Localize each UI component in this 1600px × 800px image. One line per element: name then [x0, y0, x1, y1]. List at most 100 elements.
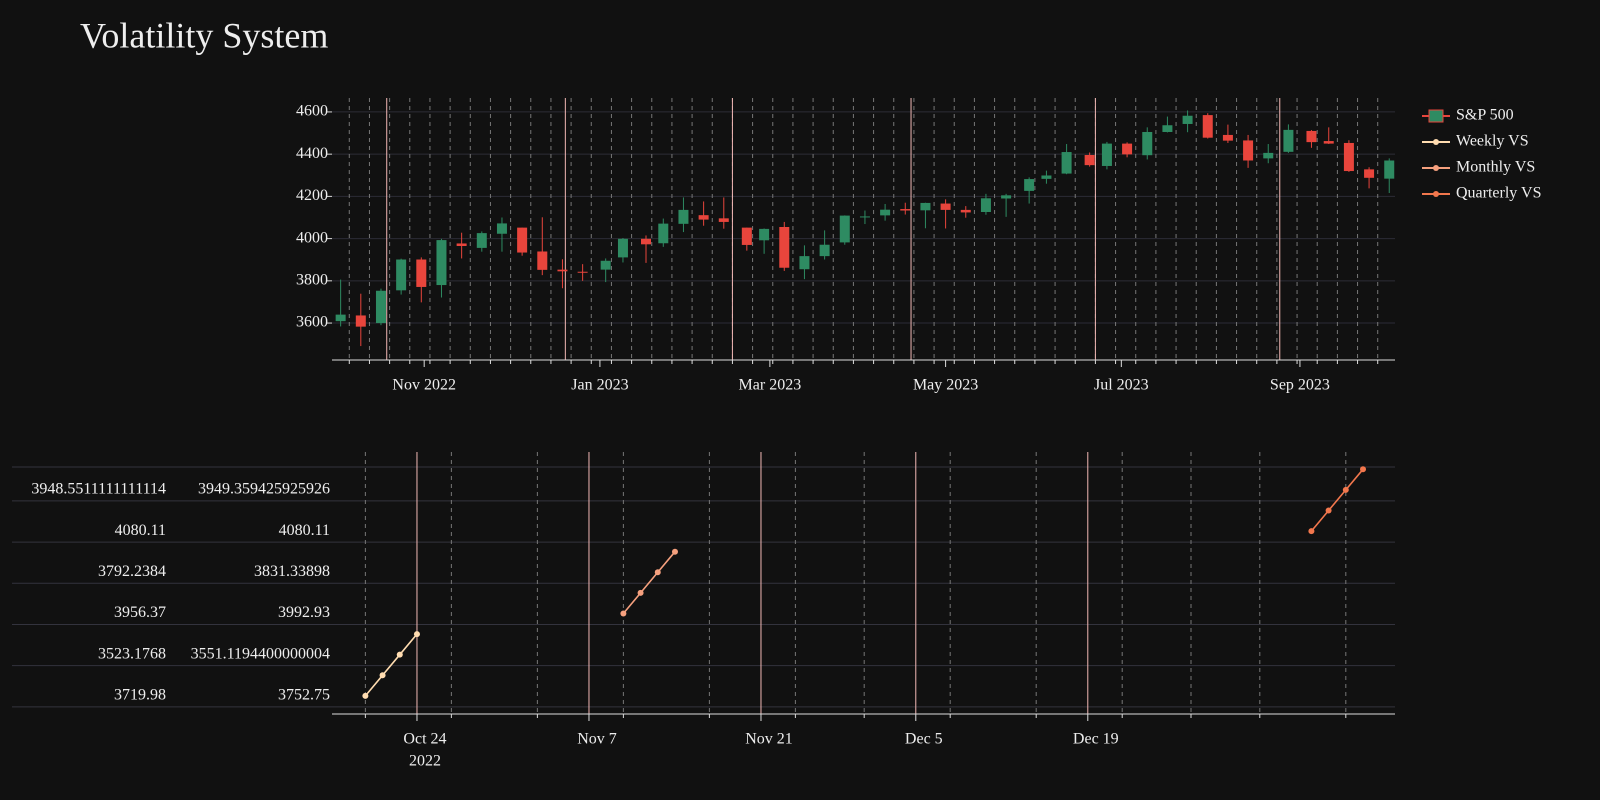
candle-body	[1084, 155, 1095, 166]
y-tick-label-left: 3523.1768	[98, 645, 166, 662]
series-point	[654, 569, 661, 576]
candle-body	[456, 243, 467, 246]
y-tick-label: 4080.11	[279, 522, 330, 539]
x-tick-label: May 2023	[913, 377, 978, 394]
series-point	[413, 631, 420, 638]
legend-label: Quarterly VS	[1456, 185, 1541, 202]
candle-body	[476, 233, 487, 248]
candle-body	[1202, 115, 1213, 138]
candle-body	[920, 202, 931, 211]
chart-title: Volatility System	[80, 15, 328, 55]
y-tick-label: 3752.75	[278, 687, 330, 704]
y-tick-label: 4200	[296, 187, 328, 204]
series-point	[620, 610, 627, 617]
y-tick-label: 4400	[296, 145, 328, 162]
y-tick-label: 4600	[296, 103, 328, 120]
y-tick-label: 3800	[296, 272, 328, 289]
candle-body	[600, 260, 611, 270]
series-line	[364, 633, 418, 697]
candle-body	[1101, 143, 1112, 166]
x-tick-label: Jul 2023	[1094, 377, 1149, 394]
candle-body	[1182, 115, 1193, 124]
candle-body	[839, 215, 850, 243]
candle-body	[779, 226, 790, 268]
y-tick-label: 3992.93	[278, 604, 330, 621]
candle-body	[617, 238, 628, 258]
legend-label: Weekly VS	[1456, 133, 1529, 150]
y-tick-label-left: 3948.5511111111114	[31, 481, 166, 498]
candle-body	[880, 209, 891, 216]
candle-body	[1364, 169, 1375, 178]
y-tick-label-left: 4080.11	[115, 522, 166, 539]
candle-body	[496, 223, 507, 234]
candle-body	[1162, 125, 1173, 132]
candle-body	[1283, 129, 1294, 152]
series-point	[362, 692, 369, 699]
candle-body	[759, 228, 770, 241]
candle-body	[940, 203, 951, 210]
candle-body	[1323, 141, 1334, 144]
candle-body	[678, 209, 689, 224]
candle-body	[416, 259, 427, 287]
candle-body	[698, 215, 709, 220]
candle-body	[517, 227, 528, 253]
candle-body	[658, 223, 669, 244]
series-point	[1360, 466, 1367, 473]
series-point	[396, 651, 403, 658]
x-tick-label: Nov 7	[577, 731, 617, 748]
series-point	[671, 548, 678, 555]
y-tick-label: 3551.1194400000004	[191, 645, 330, 662]
x-tick-label: Nov 21	[745, 731, 793, 748]
series-point	[1325, 507, 1332, 514]
y-tick-label: 4000	[296, 229, 328, 246]
candle-body	[859, 216, 870, 218]
candle-body	[960, 209, 971, 213]
y-tick-label: 3949.359425925926	[198, 481, 330, 498]
candle-body	[799, 256, 810, 270]
candle-body	[1343, 142, 1354, 172]
candle-body	[557, 269, 568, 272]
series-point	[1308, 528, 1315, 535]
y-tick-label: 3600	[296, 314, 328, 331]
legend-label: S&P 500	[1456, 107, 1514, 124]
candle-body	[577, 271, 588, 273]
candle-body	[1263, 152, 1274, 159]
candle-body	[718, 218, 729, 222]
x-tick-label: Jan 2023	[571, 377, 628, 394]
candle-body	[900, 209, 911, 211]
legend-icon-dot	[1433, 165, 1439, 171]
candle-body	[1222, 134, 1233, 141]
x-tick-label: Mar 2023	[739, 377, 802, 394]
candle-body	[396, 259, 407, 291]
candle-body	[741, 227, 752, 245]
candle-body	[1306, 130, 1317, 143]
candle-body	[335, 314, 346, 322]
candle-body	[1142, 131, 1153, 156]
candle-body	[537, 251, 548, 270]
x-tick-year: 2022	[409, 753, 441, 770]
candle-body	[1384, 160, 1395, 179]
candle-body	[355, 315, 366, 327]
legend-label: Monthly VS	[1456, 159, 1535, 176]
candle-body	[436, 240, 447, 286]
x-tick-label: Dec 19	[1073, 731, 1119, 748]
candle-body	[1041, 175, 1052, 179]
y-tick-label-left: 3792.2384	[98, 563, 166, 580]
candle-body	[819, 244, 830, 257]
series-line	[1310, 468, 1364, 532]
series-point	[1342, 486, 1349, 493]
candle-body	[1243, 140, 1254, 161]
x-tick-label: Nov 2022	[392, 377, 456, 394]
legend-icon-dot	[1433, 191, 1439, 197]
legend-icon-box	[1428, 109, 1444, 123]
y-tick-label-left: 3719.98	[114, 687, 166, 704]
legend-icon-dot	[1433, 139, 1439, 145]
series-point	[379, 672, 386, 679]
candle-body	[1122, 143, 1133, 155]
x-tick-label: Dec 5	[905, 731, 943, 748]
series-point	[637, 589, 644, 596]
y-tick-label-left: 3956.37	[114, 604, 166, 621]
